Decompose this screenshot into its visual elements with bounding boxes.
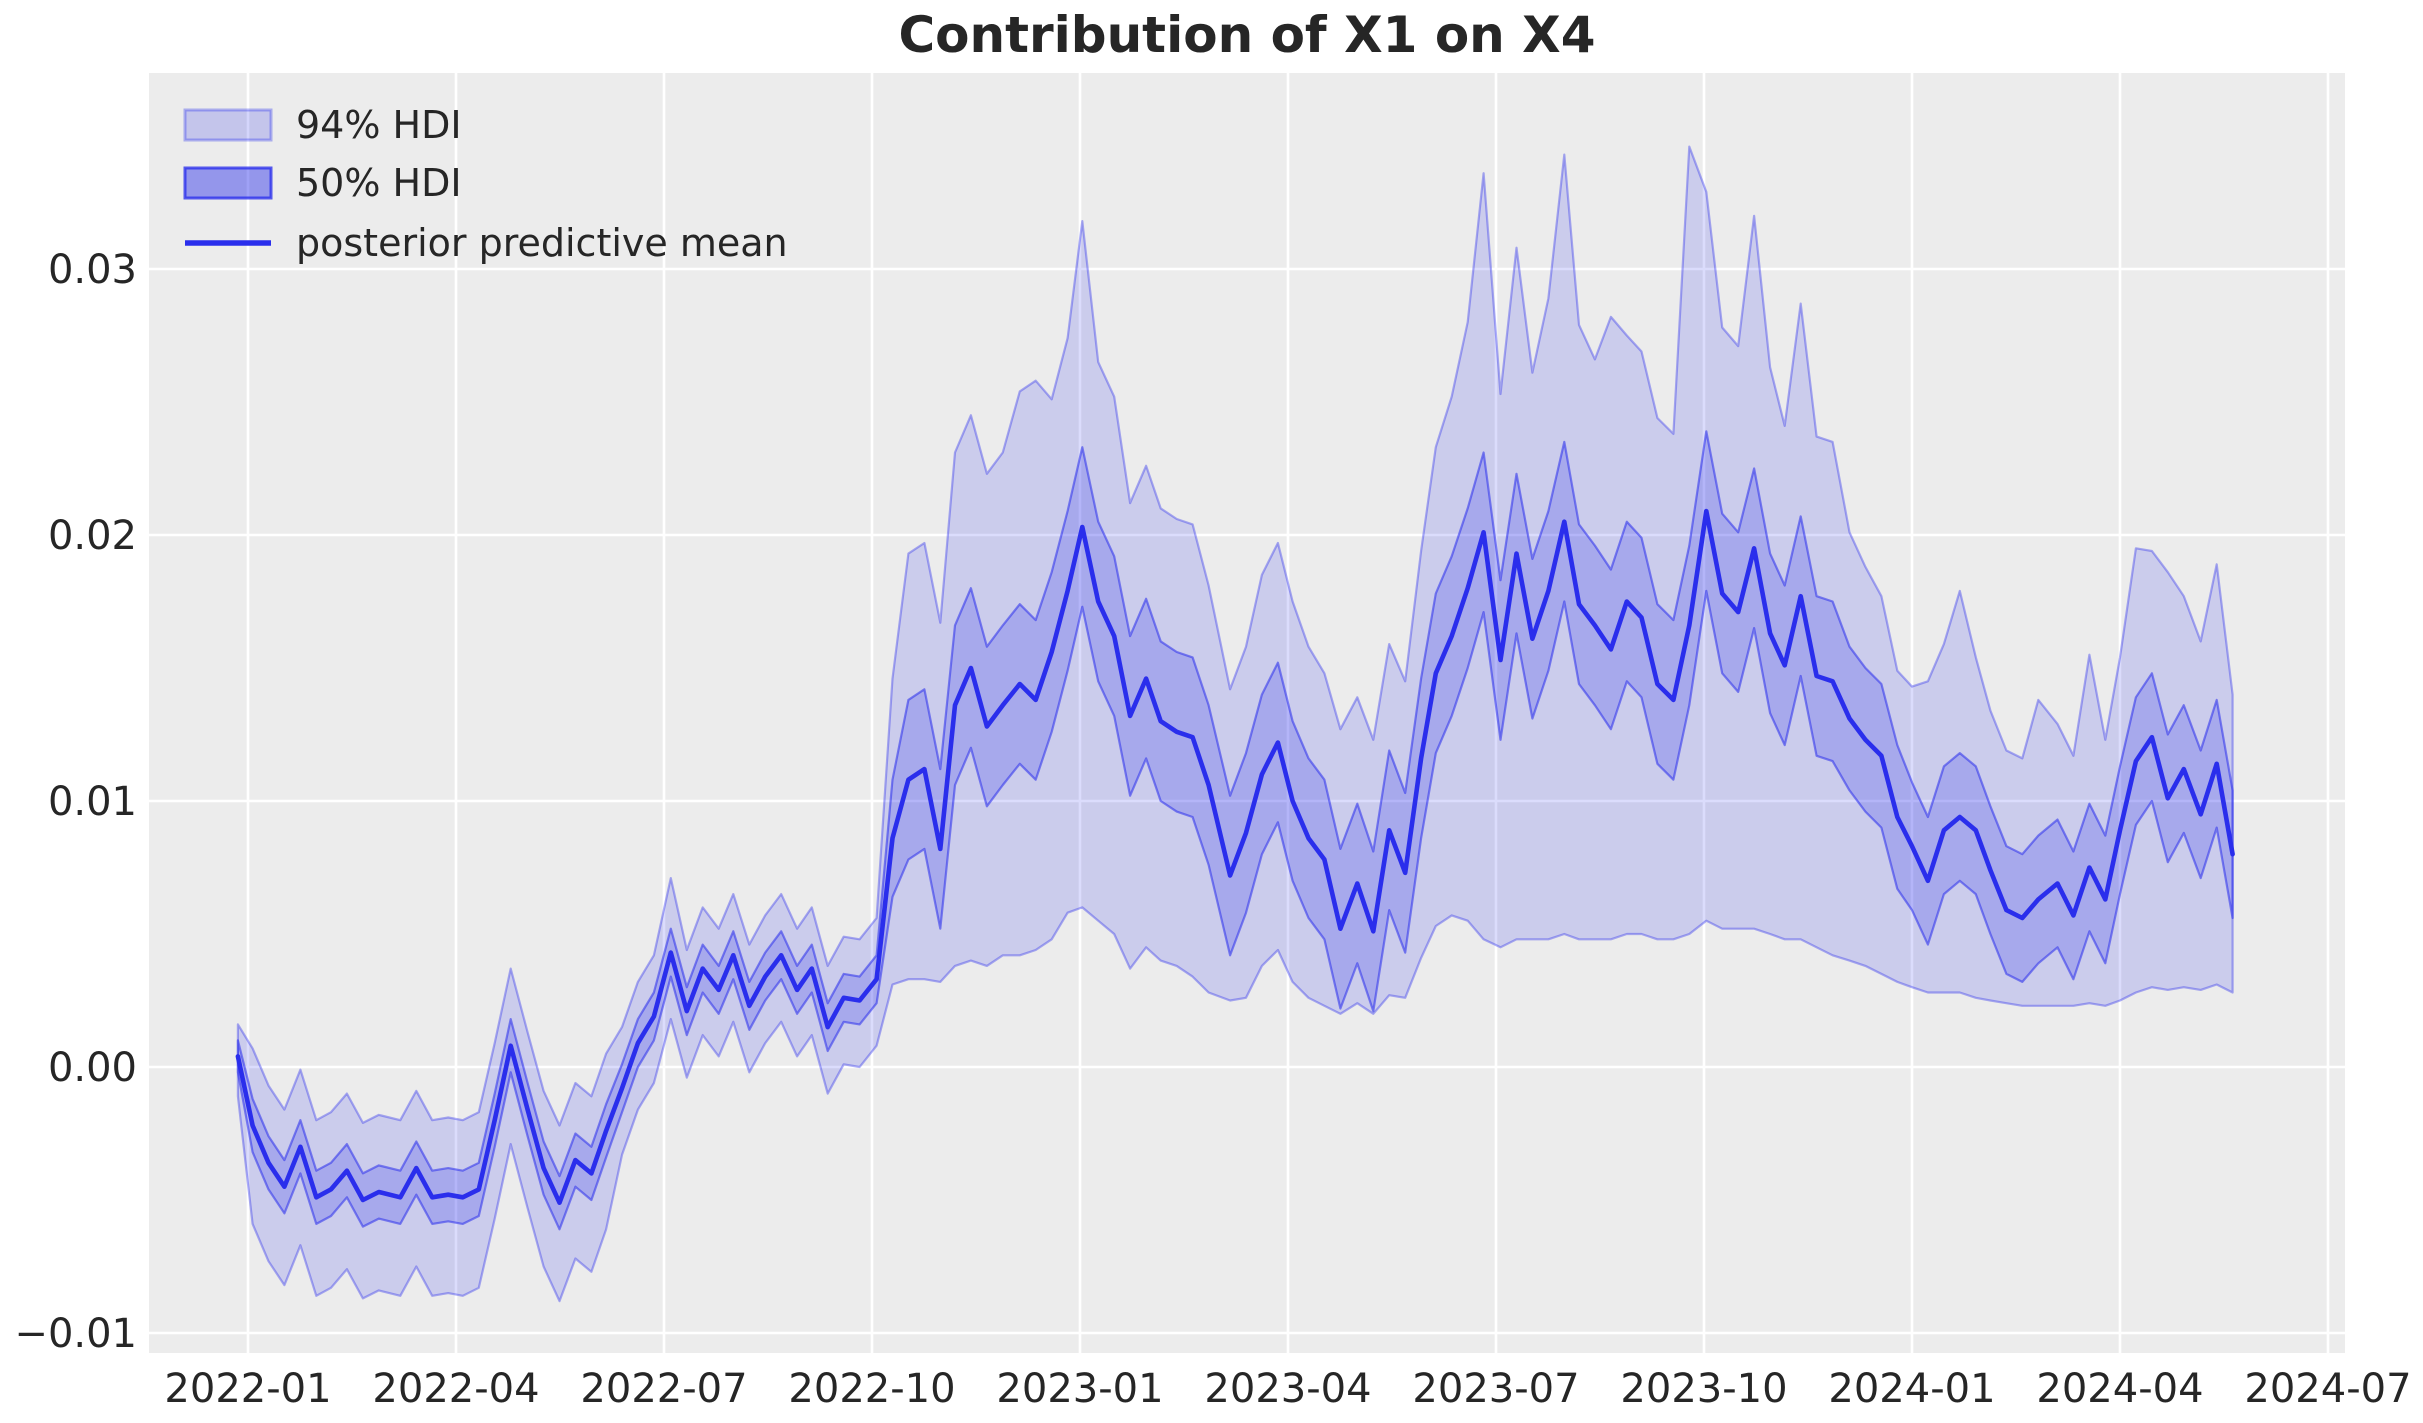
x-tick-label: 2023-01 [996,1366,1163,1412]
legend: 94% HDI 50% HDI posterior predictive mean [183,103,788,265]
grid [149,73,2345,1353]
legend-label: 50% HDI [296,161,462,205]
x-tick-label: 2022-04 [372,1366,539,1412]
x-tick-label: 2022-10 [788,1366,955,1412]
posterior-mean-line [235,508,2235,1205]
y-tick-label: −0.01 [14,1311,137,1357]
legend-label: posterior predictive mean [296,221,788,265]
y-tick-label: 0.03 [48,247,137,293]
x-tick-label: 2022-07 [580,1366,747,1412]
legend-item-posterior-mean: posterior predictive mean [185,221,788,265]
x-tick-label: 2024-07 [2244,1366,2411,1412]
y-tick-label: 0.01 [48,779,137,825]
legend-item-94-hdi: 94% HDI [183,103,462,147]
legend-swatch-50-hdi [183,166,273,200]
y-tick-label: 0.00 [48,1045,137,1091]
legend-label: 94% HDI [296,103,462,147]
hdi-50-band [236,430,2234,1231]
hdi-94-band [236,145,2234,1303]
x-tick-label: 2022-01 [164,1366,331,1412]
plot-background [149,73,2345,1353]
x-tick-label: 2023-10 [1620,1366,1787,1412]
x-tick-label: 2024-04 [2036,1366,2203,1412]
legend-item-50-hdi: 50% HDI [183,161,462,205]
x-tick-label: 2024-01 [1828,1366,1995,1412]
x-tick-label: 2023-07 [1412,1366,1579,1412]
x-tick-label: 2023-04 [1204,1366,1371,1412]
legend-swatch-94-hdi [183,108,273,142]
chart-title: Contribution of X1 on X4 [898,6,1595,64]
y-tick-label: 0.02 [48,513,137,559]
axis-tick-labels: −0.01 0.00 0.01 0.02 0.03 2022-01 2022-04 2022-… [14,247,2411,1412]
